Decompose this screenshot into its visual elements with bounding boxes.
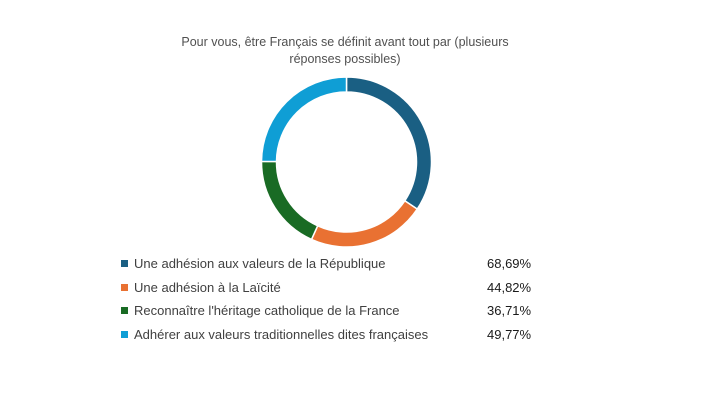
donut-slice: [345, 76, 433, 211]
legend-swatch: [121, 283, 128, 291]
legend-value: 36,71%: [487, 303, 532, 319]
legend-label: Reconnaître l'héritage catholique de la …: [134, 303, 400, 319]
legend-swatch: [121, 330, 128, 338]
legend-label: Adhérer aux valeurs traditionnelles dite…: [134, 326, 429, 342]
legend-item: Reconnaître l'héritage catholique de la …: [121, 299, 551, 323]
donut-slice: [260, 160, 319, 241]
legend-label: Une adhésion aux valeurs de la Républiqu…: [134, 256, 386, 272]
legend-item: Une adhésion aux valeurs de la Républiqu…: [121, 252, 551, 276]
legend-item: Adhérer aux valeurs traditionnelles dite…: [121, 323, 551, 347]
legend-value: 44,82%: [487, 279, 532, 295]
legend-item: Une adhésion à la Laïcité 44,82%: [121, 276, 551, 300]
legend-value: 68,69%: [487, 256, 532, 272]
legend: Une adhésion aux valeurs de la Républiqu…: [121, 252, 551, 346]
donut-slice: [260, 76, 348, 163]
legend-label: Une adhésion à la Laïcité: [134, 279, 281, 295]
chart-title: Pour vous, être Français se définit avan…: [181, 35, 509, 66]
legend-swatch: [121, 307, 128, 315]
legend-swatch: [121, 260, 128, 268]
legend-value: 49,77%: [487, 326, 532, 342]
donut-slice: [310, 199, 419, 248]
